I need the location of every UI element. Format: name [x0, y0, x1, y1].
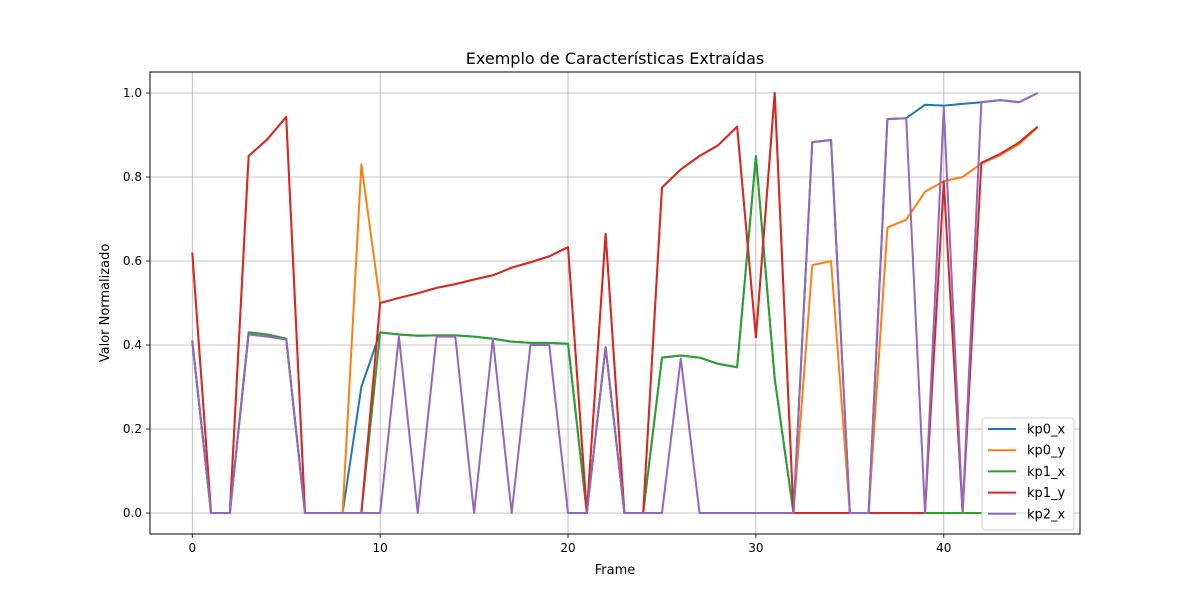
series-line-kp2-x — [191, 92, 1039, 514]
legend-label: kp1_x — [1027, 465, 1066, 480]
x-axis-label: Frame — [595, 563, 636, 578]
legend-label: kp2_x — [1027, 507, 1066, 522]
legend-box — [981, 417, 1075, 531]
legend-label: kp1_y — [1027, 486, 1066, 501]
y-tick-label: 0.8 — [123, 170, 142, 184]
x-tick-label: 30 — [748, 541, 763, 555]
y-axis-label: Valor Normalizado — [98, 244, 113, 363]
legend-label: kp0_x — [1027, 423, 1066, 438]
y-tick-label: 0.4 — [123, 338, 142, 352]
grid — [150, 72, 1080, 534]
plot-lines — [191, 92, 1039, 514]
x-tick-label: 10 — [373, 541, 388, 555]
x-tick-label: 20 — [560, 541, 575, 555]
y-tick-label: 1.0 — [123, 86, 142, 100]
chart-title: Exemplo de Características Extraídas — [466, 49, 764, 68]
y-tick-label: 0.6 — [123, 254, 142, 268]
plot-frame — [149, 71, 1081, 535]
legend-label: kp0_y — [1027, 444, 1066, 459]
y-tick-label: 0.0 — [123, 506, 142, 520]
y-tick-label: 0.2 — [123, 422, 142, 436]
legend: kp0_x kp0_y kp1_x kp1_y kp2_x — [981, 417, 1075, 531]
x-tick-label: 40 — [936, 541, 951, 555]
x-tick-label: 0 — [188, 541, 196, 555]
axis-ticks: 0 10 20 30 40 0.0 0.2 0.4 0.6 0.8 1.0 — [123, 86, 952, 555]
